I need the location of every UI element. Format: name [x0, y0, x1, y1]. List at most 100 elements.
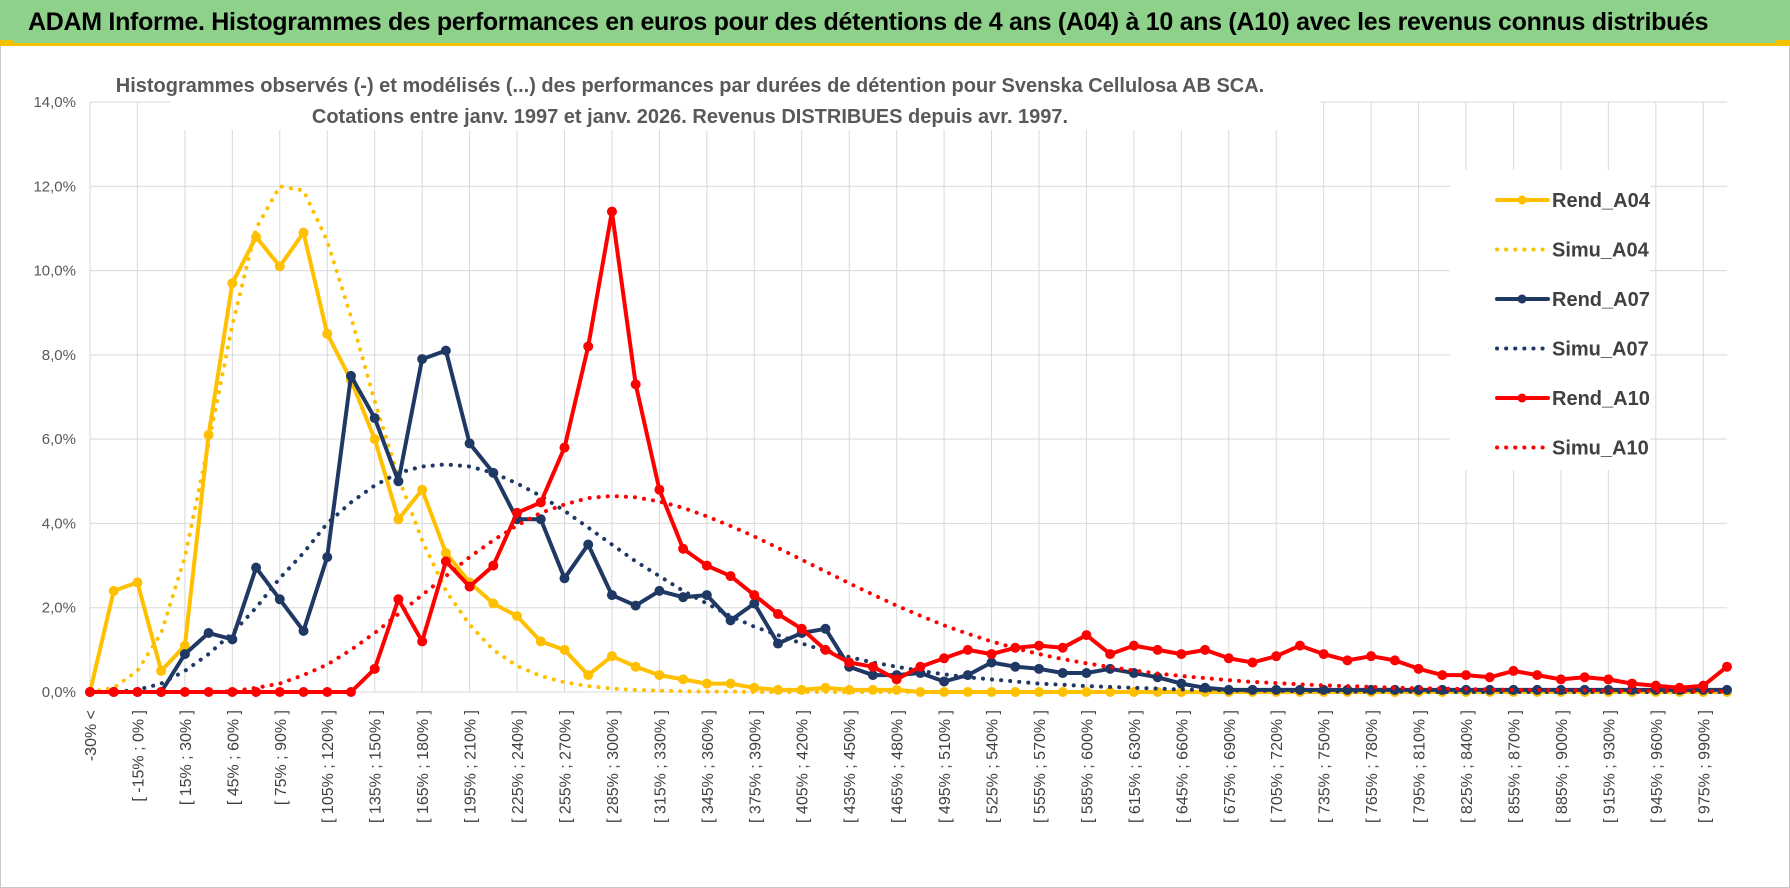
- data-point-rend-a10: [440, 556, 451, 567]
- data-point-rend-a10: [1271, 651, 1282, 662]
- data-point-rend-a10: [1627, 678, 1638, 689]
- data-point-rend-a07: [393, 476, 404, 487]
- data-point-rend-a10: [1389, 655, 1400, 666]
- data-point-rend-a10: [820, 644, 831, 655]
- data-point-rend-a07: [1010, 661, 1021, 672]
- data-point-rend-a10: [844, 657, 855, 668]
- data-point-rend-a10: [1081, 630, 1092, 641]
- data-point-rend-a04: [488, 598, 499, 609]
- x-tick-label: [ 945% ; 960% ]: [1649, 710, 1666, 823]
- data-point-rend-a10: [986, 649, 997, 660]
- data-point-rend-a04: [678, 674, 689, 685]
- legend: Rend_A04 Simu_A04 Rend_A07 Simu_A07 Rend_A10…: [1495, 190, 1651, 460]
- x-tick-label: [ 525% ; 540% ]: [985, 710, 1002, 823]
- data-point-rend-a07: [535, 514, 546, 525]
- data-point-rend-a07: [1722, 684, 1732, 695]
- data-point-rend-a10: [962, 644, 973, 655]
- data-point-rend-a10: [773, 609, 784, 620]
- data-point-rend-a10: [1437, 670, 1448, 681]
- series-line-rend-a10: [88, 209, 1729, 694]
- data-point-rend-a10: [417, 636, 428, 647]
- legend-label-simu-a04: Simu_A04: [1552, 240, 1650, 262]
- data-point-rend-a10: [583, 341, 594, 352]
- x-tick-label: [ 135% ; 150% ]: [368, 710, 385, 823]
- data-point-rend-a10: [796, 623, 807, 634]
- data-point-rend-a07: [464, 438, 475, 449]
- y-tick-label: 8,0%: [42, 347, 76, 364]
- data-point-rend-a10: [654, 484, 665, 495]
- data-point-rend-a07: [749, 598, 760, 609]
- x-tick-label: [ 855% ; 870% ]: [1506, 710, 1523, 823]
- legend-label-rend-a07: Rend_A07: [1552, 289, 1650, 311]
- banner-corner-left: [0, 40, 14, 46]
- data-point-rend-a07: [345, 370, 356, 381]
- y-tick-label: 0,0%: [42, 684, 76, 701]
- data-point-rend-a10: [464, 581, 475, 592]
- x-tick-label: [ 255% ; 270% ]: [557, 710, 574, 823]
- data-point-rend-a04: [108, 585, 119, 596]
- banner-corner-right: [1776, 40, 1790, 46]
- chart-subtitle: Cotations entre janv. 1997 et janv. 2026…: [312, 106, 1068, 128]
- data-point-rend-a07: [773, 638, 784, 649]
- data-point-rend-a07: [583, 539, 594, 550]
- data-point-rend-a10: [1223, 653, 1234, 664]
- data-point-rend-a10: [488, 560, 499, 571]
- y-tick-label: 14,0%: [33, 94, 76, 111]
- data-point-rend-a10: [678, 543, 689, 554]
- y-tick-label: 6,0%: [42, 431, 76, 448]
- data-point-rend-a10: [322, 687, 333, 697]
- data-point-rend-a10: [725, 571, 736, 582]
- x-tick-label: [ 675% ; 690% ]: [1222, 710, 1239, 823]
- data-point-rend-a07: [701, 590, 712, 601]
- x-tick-label: [ 105% ; 120% ]: [320, 710, 337, 823]
- data-point-rend-a04: [440, 547, 451, 558]
- data-point-rend-a10: [512, 507, 523, 518]
- data-point-rend-a07: [274, 594, 285, 605]
- data-point-rend-a10: [1152, 644, 1163, 655]
- x-tick-label: [ 765% ; 780% ]: [1364, 710, 1381, 823]
- banner: ADAM Informe. Histogrammes des performan…: [0, 0, 1790, 46]
- data-point-rend-a10: [535, 497, 546, 508]
- data-point-rend-a04: [132, 577, 143, 588]
- series-layer: [85, 184, 1732, 697]
- data-point-rend-a10: [867, 661, 878, 672]
- data-point-rend-a10: [1057, 642, 1068, 653]
- y-tick-label: 12,0%: [33, 178, 76, 195]
- data-point-rend-a04: [583, 670, 594, 681]
- data-point-rend-a04: [606, 651, 617, 662]
- data-point-rend-a10: [345, 687, 356, 697]
- data-point-rend-a10: [606, 206, 617, 217]
- data-point-rend-a10: [1366, 651, 1377, 662]
- data-point-rend-a10: [1461, 670, 1472, 681]
- x-tick-label: [ 705% ; 720% ]: [1269, 710, 1286, 823]
- y-tick-label: 10,0%: [33, 263, 76, 280]
- x-tick-label: [ 435% ; 450% ]: [842, 710, 859, 823]
- data-point-rend-a04: [630, 661, 641, 672]
- data-point-rend-a10: [630, 379, 641, 390]
- data-point-rend-a07: [251, 562, 262, 573]
- data-point-rend-a07: [986, 657, 997, 668]
- data-point-rend-a07: [1176, 678, 1187, 689]
- data-point-rend-a07: [322, 552, 333, 563]
- x-tick-label: [ 915% ; 930% ]: [1601, 710, 1618, 823]
- data-point-rend-a10: [1532, 670, 1543, 681]
- data-point-rend-a07: [417, 354, 428, 365]
- legend-label-simu-a07: Simu_A07: [1552, 339, 1649, 361]
- series-line-simu-a10: [88, 494, 1729, 694]
- data-point-rend-a04: [701, 678, 712, 689]
- x-tick-label: [ 735% ; 750% ]: [1317, 710, 1334, 823]
- data-point-rend-a04: [156, 665, 167, 676]
- x-tick-label: [ 615% ; 630% ]: [1127, 710, 1144, 823]
- data-point-rend-a04: [512, 611, 523, 622]
- x-axis-ticks: -30% < [ -15% ; 0% ] [ 15% ; 30% ] [ 45% ; …: [83, 710, 1713, 823]
- data-point-rend-a07: [867, 670, 878, 681]
- data-point-rend-a07: [678, 592, 689, 603]
- data-point-rend-a04: [298, 227, 309, 238]
- x-tick-label: [ 585% ; 600% ]: [1079, 710, 1096, 823]
- data-point-rend-a10: [1318, 649, 1329, 660]
- data-point-rend-a10: [393, 594, 404, 605]
- data-point-rend-a10: [559, 442, 570, 453]
- series-line-simu-a07: [88, 462, 1729, 694]
- data-point-rend-a10: [891, 674, 902, 685]
